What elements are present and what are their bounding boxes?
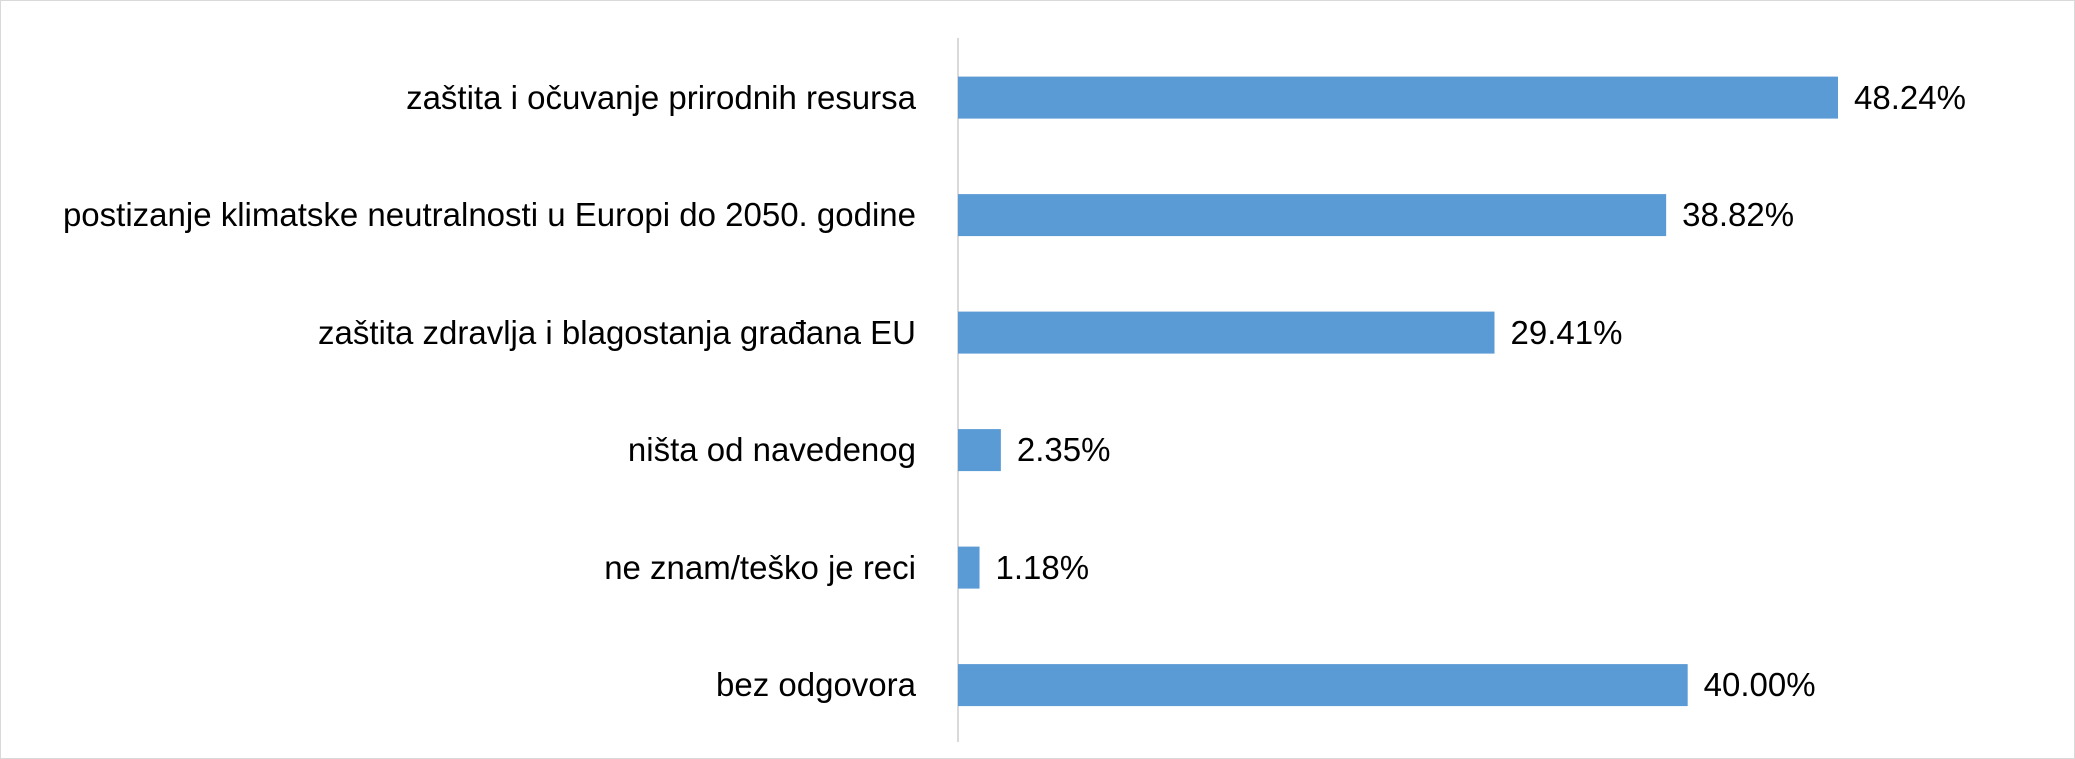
bar (958, 429, 1001, 472)
bar (958, 194, 1667, 237)
data-label: 29.41% (1510, 313, 1623, 351)
bar (958, 664, 1688, 707)
data-label: 40.00% (1703, 666, 1816, 704)
data-label: 38.82% (1682, 196, 1795, 234)
category-label: ne znam/teško je reci (604, 548, 916, 586)
data-label: 48.24% (1854, 78, 1966, 116)
category-label: postizanje klimatske neutralnosti u Euro… (62, 196, 916, 234)
bar (958, 76, 1838, 119)
category-label: zaštita i očuvanje prirodnih resursa (406, 78, 916, 116)
data-label: 2.35% (1016, 431, 1111, 469)
data-label: 1.18% (995, 548, 1090, 586)
bar (958, 546, 980, 589)
category-label: zaštita zdravlja i blagostanja građana E… (317, 313, 916, 351)
category-label: bez odgovora (716, 666, 916, 704)
category-label: ništa od navedenog (627, 431, 916, 469)
bar (958, 311, 1495, 354)
